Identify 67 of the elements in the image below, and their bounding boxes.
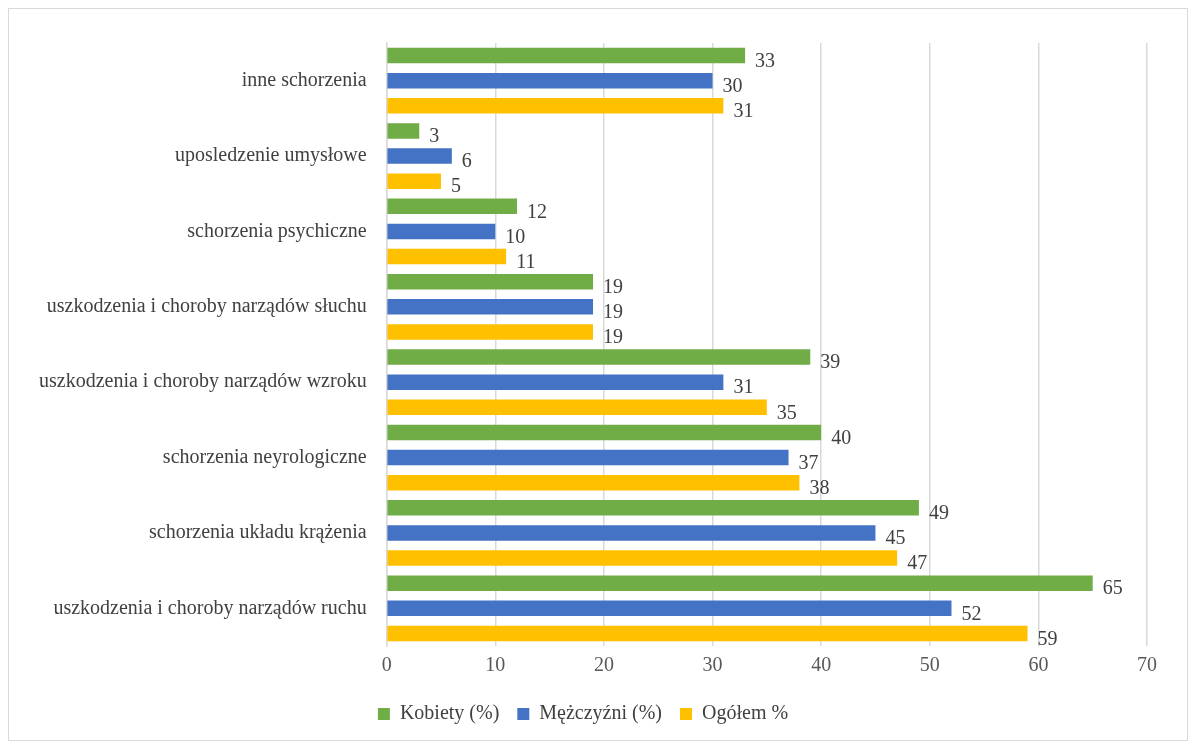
data-label: 49 bbox=[928, 501, 949, 524]
y-tick-label: uszkodzenia i choroby narządów wzroku bbox=[39, 369, 367, 393]
bar bbox=[387, 575, 1093, 591]
data-label: 11 bbox=[516, 249, 536, 272]
bar bbox=[387, 424, 822, 441]
bar bbox=[387, 374, 724, 390]
data-label: 12 bbox=[527, 199, 547, 222]
x-tick-label: 30 bbox=[702, 653, 723, 676]
x-tick-label: 20 bbox=[593, 653, 614, 676]
bar bbox=[387, 98, 724, 114]
y-tick-label: uszkodzenia i choroby narządów ruchu bbox=[53, 595, 367, 619]
legend-label: Mężczyźni (%) bbox=[539, 701, 663, 725]
y-tick-label: schorzenia psychiczne bbox=[187, 218, 367, 242]
legend-label: Kobiety (%) bbox=[399, 701, 500, 725]
data-label: 5 bbox=[450, 174, 461, 197]
legend-label: Ogółem % bbox=[702, 701, 789, 725]
y-tick-label: uszkodzenia i choroby narządów słuchu bbox=[46, 294, 367, 318]
bar bbox=[387, 474, 800, 491]
data-label: 19 bbox=[603, 325, 624, 348]
bar bbox=[387, 449, 789, 466]
y-tick-label: schorzenia układu krążenia bbox=[148, 520, 367, 544]
x-tick-label: 70 bbox=[1137, 653, 1157, 676]
data-label: 31 bbox=[733, 99, 754, 122]
bar bbox=[387, 399, 767, 416]
y-tick-label: schorzenia neyrologiczne bbox=[162, 444, 367, 468]
bar bbox=[387, 173, 441, 189]
bar bbox=[387, 525, 876, 541]
data-label: 37 bbox=[798, 450, 819, 473]
y-tick-label: inne schorzenia bbox=[241, 67, 367, 90]
data-label: 59 bbox=[1037, 626, 1058, 649]
bar bbox=[387, 273, 594, 290]
bar bbox=[387, 223, 496, 240]
bar bbox=[387, 47, 746, 64]
x-tick-label: 10 bbox=[485, 653, 506, 676]
data-label: 3 bbox=[429, 124, 440, 147]
bar bbox=[387, 123, 420, 139]
bar bbox=[387, 198, 517, 215]
data-label: 30 bbox=[722, 73, 743, 96]
x-tick-label: 0 bbox=[381, 653, 392, 676]
x-tick-label: 50 bbox=[919, 653, 940, 676]
bar bbox=[387, 550, 898, 566]
bar bbox=[387, 600, 952, 617]
bar bbox=[387, 625, 1028, 642]
data-label: 45 bbox=[885, 526, 906, 549]
x-tick-label: 60 bbox=[1028, 653, 1049, 676]
data-label: 39 bbox=[820, 350, 841, 373]
bar bbox=[387, 500, 919, 516]
bar bbox=[387, 299, 594, 315]
data-label: 31 bbox=[733, 375, 754, 398]
bar bbox=[387, 324, 594, 340]
bar bbox=[387, 349, 811, 365]
data-label: 38 bbox=[809, 475, 830, 498]
data-label: 33 bbox=[755, 48, 776, 71]
data-label: 65 bbox=[1102, 576, 1123, 599]
x-tick-label: 40 bbox=[811, 653, 832, 676]
bar bbox=[387, 248, 507, 265]
data-label: 10 bbox=[505, 224, 526, 247]
data-label: 47 bbox=[907, 551, 928, 574]
data-label: 6 bbox=[461, 149, 472, 172]
bar bbox=[387, 72, 713, 89]
data-label: 52 bbox=[961, 601, 982, 624]
data-label: 19 bbox=[603, 274, 624, 297]
y-tick-label: uposledzenie umysłowe bbox=[175, 143, 367, 167]
data-label: 40 bbox=[831, 425, 852, 448]
data-label: 19 bbox=[603, 300, 624, 323]
data-label: 35 bbox=[776, 400, 797, 423]
bar bbox=[387, 148, 452, 164]
